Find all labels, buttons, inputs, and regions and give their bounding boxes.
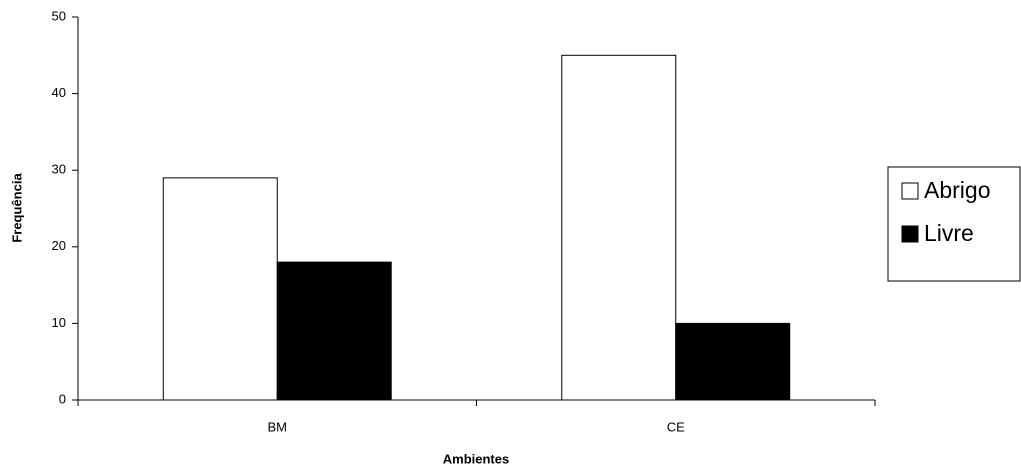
legend-label: Abrigo xyxy=(924,177,990,203)
bar xyxy=(561,54,677,401)
y-tick-label: 50 xyxy=(52,8,66,23)
legend-swatch xyxy=(901,182,919,200)
y-axis-label: Frequência xyxy=(9,173,24,243)
bar xyxy=(276,261,392,401)
bar xyxy=(162,177,278,401)
bar xyxy=(675,322,791,401)
y-tick-label: 10 xyxy=(52,315,66,330)
x-axis-label: Ambientes xyxy=(443,451,509,466)
y-tick-label: 20 xyxy=(52,238,66,253)
legend-swatch xyxy=(901,225,919,243)
legend-label: Livre xyxy=(924,220,974,246)
y-tick-label: 40 xyxy=(52,85,66,100)
y-tick-label: 0 xyxy=(59,391,66,406)
x-tick-label: BM xyxy=(268,419,288,434)
y-tick-label: 30 xyxy=(52,162,66,177)
x-tick-label: CE xyxy=(667,419,685,434)
